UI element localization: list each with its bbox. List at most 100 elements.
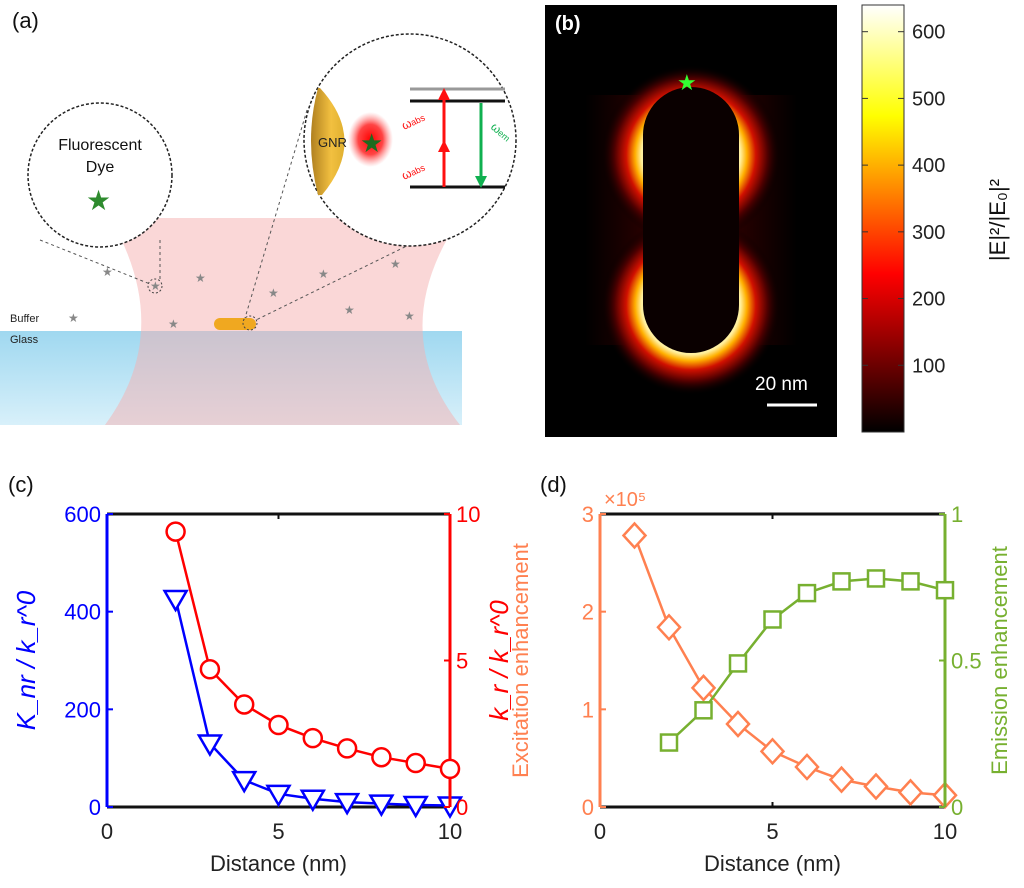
data-point [694, 701, 713, 720]
data-point [302, 727, 324, 749]
data-point [299, 789, 326, 813]
data-point [196, 734, 224, 758]
dye-label: Fluorescent [58, 137, 142, 154]
data-point [725, 710, 751, 738]
x-tick-label: 5 [272, 819, 284, 844]
colorbar: 100 200 300 400 500 600 |E|²/|E₀|² [861, 4, 1010, 433]
data-point [759, 737, 786, 766]
dye-label-2: Dye [86, 159, 115, 176]
svg-text:★: ★ [268, 286, 279, 300]
star-icon: ★ [360, 128, 383, 158]
x-tick-label: 0 [101, 819, 113, 844]
svg-text:★: ★ [150, 279, 161, 293]
y-tick-label: 5 [456, 649, 468, 674]
data-point [336, 738, 358, 759]
gnr-tip [311, 88, 345, 195]
y-tick-label: 0.5 [951, 649, 982, 674]
y-axis-label: k_r / k_r^0 [484, 600, 512, 721]
chart-c: 0 5 10 Distance (nm) 0 200 400 600 K_nr / k_r^0 0… [11, 502, 512, 876]
arrowhead-icon [475, 176, 487, 188]
y-tick-label: 0 [951, 795, 963, 820]
svg-text:★: ★ [344, 303, 355, 317]
panel-b-label: (b) [555, 13, 581, 35]
gnr-label: GNR [318, 135, 347, 150]
data-point [794, 753, 820, 781]
data-point [231, 770, 258, 794]
data-point [866, 569, 886, 588]
y-tick-label: 1 [951, 502, 963, 527]
y-tick-label: 2 [582, 600, 594, 625]
gnr-zoom-circle [303, 33, 517, 247]
panel-a-label: (a) [12, 8, 39, 33]
field-enhancement-map: ★ 20 nm (b) [545, 5, 837, 437]
nanorod-outline [643, 135, 739, 305]
buffer-label: Buffer [10, 313, 39, 325]
star-icon: ★ [86, 185, 111, 216]
data-point [162, 589, 189, 613]
near-field-glow [348, 112, 393, 167]
svg-text:★: ★ [195, 271, 206, 285]
y-tick-label: 3 [582, 502, 594, 527]
svg-text:★: ★ [168, 317, 179, 331]
omega-abs-label: ωabs [399, 160, 427, 183]
y-tick-label: 400 [64, 600, 101, 625]
y-tick-label: 0 [89, 795, 101, 820]
y-axis-label: Excitation enhancement [512, 543, 533, 778]
data-point [832, 572, 851, 591]
data-point [621, 521, 648, 550]
arrowhead-icon [438, 88, 450, 100]
data-point [797, 583, 817, 603]
y-tick-label: 0 [456, 795, 468, 820]
data-point [333, 792, 361, 816]
data-point [828, 765, 855, 794]
data-point [402, 795, 429, 819]
y-tick-label: 600 [64, 502, 101, 527]
x-tick-label: 10 [933, 819, 957, 844]
data-point [368, 794, 395, 818]
data-point [371, 746, 392, 768]
colorbar-tick-label: 500 [912, 88, 945, 110]
series-line [174, 598, 451, 807]
series-line [633, 535, 946, 797]
svg-text:★: ★ [318, 267, 329, 281]
x-tick-label: 10 [438, 819, 462, 844]
data-point [728, 654, 748, 673]
data-point [199, 659, 221, 680]
svg-text:★: ★ [102, 265, 113, 279]
svg-text:★: ★ [404, 309, 415, 323]
y-axis-label: K_nr / k_r^0 [11, 590, 41, 730]
data-point [405, 752, 426, 774]
data-point [656, 613, 682, 642]
data-point [165, 521, 186, 542]
panel-d-label: (d) [540, 472, 567, 497]
data-point [935, 580, 955, 600]
gnr-on-glass [214, 318, 256, 330]
colorbar-tick-label: 600 [912, 22, 945, 44]
colorbar-tick-label: 300 [912, 222, 945, 244]
data-point [268, 714, 289, 736]
data-point [901, 572, 920, 591]
scale-bar-label: 20 nm [755, 374, 808, 395]
data-point [659, 733, 679, 752]
y-tick-label: 1 [582, 697, 594, 722]
y-axis-exponent: ×10⁵ [604, 490, 646, 511]
star-icon: ★ [677, 70, 697, 95]
dye-zoom-circle [27, 102, 173, 248]
y-tick-label: 0 [582, 795, 594, 820]
zoom-leader-lines [39, 109, 471, 321]
data-point [690, 673, 717, 702]
data-point [439, 758, 461, 780]
colorbar-gradient [861, 4, 905, 433]
svg-text:★: ★ [390, 257, 401, 271]
data-point [763, 610, 782, 629]
data-point [265, 784, 292, 808]
arrowhead-icon [438, 140, 450, 152]
x-tick-label: 0 [594, 819, 606, 844]
data-point [897, 778, 924, 807]
panel-c-label: (c) [8, 472, 34, 497]
dye-highlight [147, 278, 163, 294]
laser-beam [105, 218, 460, 425]
colorbar-label: |E|²/|E₀|² [985, 179, 1010, 261]
x-tick-label: 5 [766, 819, 778, 844]
